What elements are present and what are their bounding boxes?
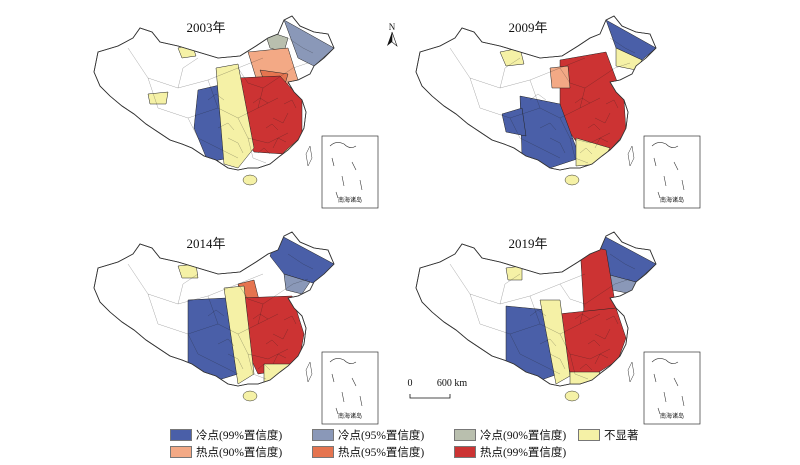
map-title: 2014年: [186, 236, 225, 251]
legend-label: 冷点(90%置信度): [480, 430, 567, 442]
inset-label: 南海诸岛: [338, 412, 362, 420]
legend-swatch: [578, 429, 600, 441]
legend-item-coldspot-99: 冷点(99%置信度): [170, 427, 282, 443]
hotspot-region-6: [519, 95, 581, 169]
map-title: 2009年: [508, 20, 547, 35]
inset-label: 南海诸岛: [660, 412, 684, 420]
scale-end: 600 km: [437, 378, 468, 389]
legend-swatch: [312, 446, 334, 458]
scale-bar: 0 600 km: [408, 378, 468, 399]
map-title: 2003年: [186, 20, 225, 35]
inset-label: 南海诸岛: [338, 196, 362, 204]
hotspot-region-5: [549, 65, 571, 89]
hotspot-region-7: [501, 107, 527, 137]
legend-swatch: [454, 446, 476, 458]
south-china-sea-inset: 南海诸岛: [321, 351, 379, 425]
hotspot-region-8: [215, 63, 255, 169]
legend-item-hotspot-95: 热点(95%置信度): [312, 444, 424, 460]
legend-item-coldspot-95: 冷点(95%置信度): [312, 427, 424, 443]
legend-swatch: [170, 429, 192, 441]
map-title: 2019年: [508, 236, 547, 251]
legend-swatch: [312, 429, 334, 441]
hotspot-region-9: [147, 91, 169, 105]
south-china-sea-inset: 南海诸岛: [643, 351, 701, 425]
legend-label: 热点(99%置信度): [480, 447, 567, 459]
legend-item-coldspot-90: 冷点(90%置信度): [454, 427, 566, 443]
north-label: N: [389, 22, 396, 32]
inset-label: 南海诸岛: [660, 196, 684, 204]
hotspot-region-7: [223, 285, 255, 385]
legend-label: 热点(90%置信度): [196, 447, 283, 459]
north-arrow: N: [387, 22, 398, 47]
legend-label: 热点(95%置信度): [338, 447, 425, 459]
legend-label: 冷点(99%置信度): [196, 430, 283, 442]
south-china-sea-inset: 南海诸岛: [643, 135, 701, 209]
scale-start: 0: [408, 378, 413, 389]
hotspot-region-6: [187, 297, 239, 383]
legend-label: 不显著: [604, 430, 639, 442]
legend-label: 冷点(95%置信度): [338, 430, 425, 442]
legend: 冷点(99%置信度) 冷点(95%置信度) 冷点(90%置信度) 不显著 热点(…: [170, 425, 690, 461]
legend-item-hotspot-99: 热点(99%置信度): [454, 444, 566, 460]
legend-item-not-significant: 不显著: [578, 427, 639, 443]
legend-swatch: [170, 446, 192, 458]
legend-swatch: [454, 429, 476, 441]
legend-item-hotspot-90: 热点(90%置信度): [170, 444, 282, 460]
south-china-sea-inset: 南海诸岛: [321, 135, 379, 209]
